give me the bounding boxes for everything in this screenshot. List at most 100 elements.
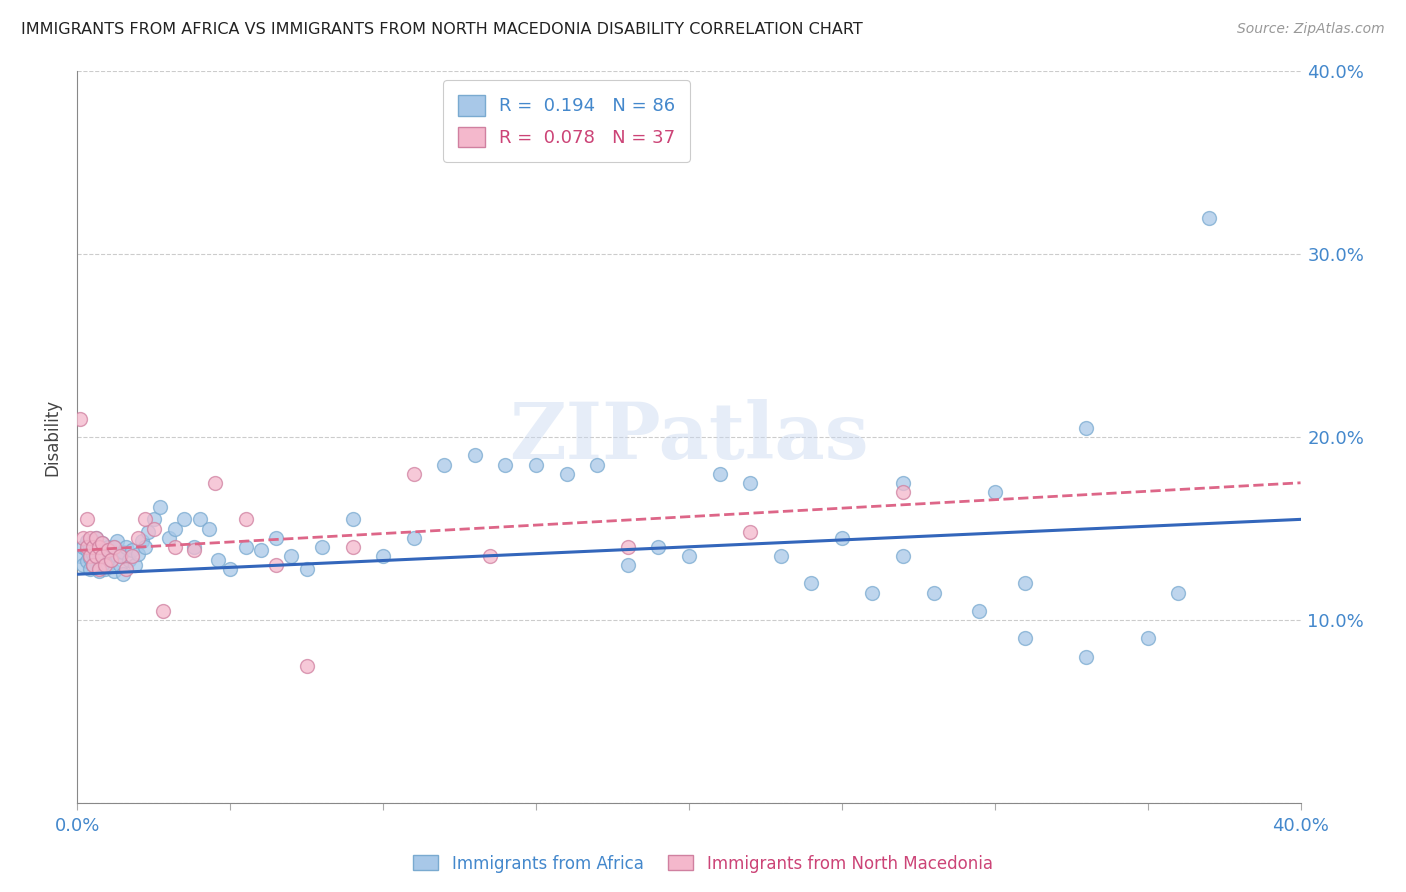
Point xyxy=(82,547,104,561)
Point xyxy=(97,540,120,554)
Point xyxy=(371,549,394,563)
Point xyxy=(79,550,101,565)
Point xyxy=(969,604,991,618)
Point xyxy=(165,540,187,554)
Point xyxy=(103,540,125,554)
Point xyxy=(82,558,104,573)
Point xyxy=(90,549,112,563)
Point xyxy=(121,543,143,558)
Point xyxy=(235,540,257,554)
Point xyxy=(862,585,884,599)
Point xyxy=(72,540,94,554)
Point xyxy=(295,658,318,673)
Legend: Immigrants from Africa, Immigrants from North Macedonia: Immigrants from Africa, Immigrants from … xyxy=(406,848,1000,880)
Point xyxy=(464,449,486,463)
Point xyxy=(108,558,131,573)
Point xyxy=(94,558,117,573)
Point xyxy=(82,540,104,554)
Point xyxy=(342,512,364,526)
Point xyxy=(1076,421,1098,435)
Point xyxy=(264,558,287,573)
Point xyxy=(1167,585,1189,599)
Point xyxy=(165,521,187,535)
Point xyxy=(1076,649,1098,664)
Point xyxy=(1136,632,1159,646)
Point xyxy=(831,531,853,545)
Point xyxy=(219,562,242,576)
Point xyxy=(112,567,135,582)
Point xyxy=(87,552,110,566)
Point xyxy=(134,512,156,526)
Point xyxy=(84,549,107,563)
Point xyxy=(586,458,609,472)
Point xyxy=(152,604,174,618)
Point xyxy=(342,540,364,554)
Point xyxy=(250,543,273,558)
Point xyxy=(198,521,221,535)
Point xyxy=(90,549,112,563)
Point xyxy=(142,521,165,535)
Text: ZIPatlas: ZIPatlas xyxy=(509,399,869,475)
Point xyxy=(617,540,640,554)
Point xyxy=(76,512,98,526)
Point xyxy=(69,549,91,563)
Point xyxy=(678,549,700,563)
Point xyxy=(311,540,333,554)
Point xyxy=(115,540,138,554)
Point xyxy=(617,558,640,573)
Point xyxy=(79,531,101,545)
Point xyxy=(149,500,172,514)
Point xyxy=(100,543,122,558)
Point xyxy=(76,554,98,568)
Point xyxy=(134,540,156,554)
Point xyxy=(800,576,823,591)
Point xyxy=(555,467,578,481)
Point xyxy=(524,458,547,472)
Point xyxy=(891,549,914,563)
Point xyxy=(495,458,517,472)
Point xyxy=(94,562,117,576)
Point xyxy=(79,540,101,554)
Point xyxy=(891,475,914,490)
Point xyxy=(709,467,731,481)
Point xyxy=(124,558,146,573)
Point xyxy=(128,547,150,561)
Point xyxy=(1014,632,1036,646)
Point xyxy=(72,531,94,545)
Point xyxy=(207,552,229,566)
Point xyxy=(479,549,502,563)
Point xyxy=(115,562,138,576)
Point xyxy=(295,562,318,576)
Point xyxy=(105,549,128,563)
Point xyxy=(1014,576,1036,591)
Point xyxy=(69,412,91,426)
Point xyxy=(103,564,125,578)
Point xyxy=(82,558,104,573)
Point xyxy=(188,512,211,526)
Point xyxy=(105,534,128,549)
Point xyxy=(128,531,150,545)
Point xyxy=(72,558,94,573)
Point xyxy=(82,534,104,549)
Point xyxy=(76,534,98,549)
Point xyxy=(984,485,1007,500)
Point xyxy=(433,458,456,472)
Point xyxy=(183,540,205,554)
Point xyxy=(121,549,143,563)
Point xyxy=(97,558,120,573)
Point xyxy=(131,534,153,549)
Point xyxy=(647,540,669,554)
Text: Source: ZipAtlas.com: Source: ZipAtlas.com xyxy=(1237,22,1385,37)
Point xyxy=(84,531,107,545)
Point xyxy=(118,552,141,566)
Point xyxy=(769,549,792,563)
Point xyxy=(264,531,287,545)
Point xyxy=(891,485,914,500)
Point xyxy=(280,549,302,563)
Point xyxy=(740,475,762,490)
Point xyxy=(183,543,205,558)
Point xyxy=(84,543,107,558)
Point xyxy=(157,531,180,545)
Point xyxy=(100,552,122,566)
Point xyxy=(94,547,117,561)
